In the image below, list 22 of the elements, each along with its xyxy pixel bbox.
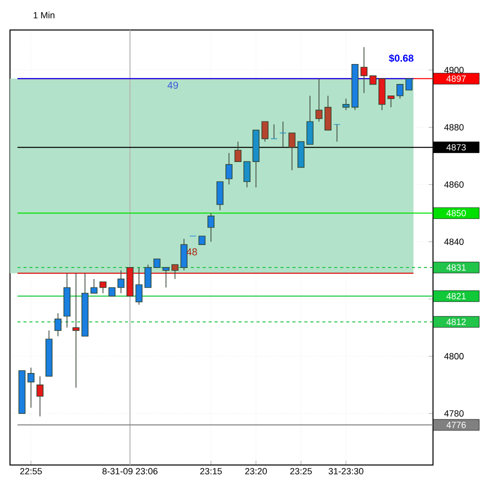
x-tick-label: 23:15	[200, 468, 222, 474]
x-tick-label: 22:55	[20, 468, 42, 474]
y-tick-label: 4860	[444, 181, 464, 188]
ref-line-label: 4776	[446, 422, 466, 428]
annotation: $0.68	[388, 54, 414, 62]
y-tick-label: 4800	[444, 353, 464, 360]
x-tick-label: 23:20	[245, 468, 267, 474]
ref-line-label: 4850	[446, 210, 466, 216]
x-tick-label: 31-23:30	[328, 468, 364, 474]
ref-line-label: 4873	[446, 144, 466, 150]
annotation: 49	[168, 82, 178, 89]
ref-line-label: 4821	[446, 292, 466, 300]
ref-line-label: 4831	[446, 264, 466, 271]
x-tick-label: 8-31-09 23:06	[102, 468, 158, 474]
y-tick-label: 4780	[444, 410, 464, 417]
x-tick-label: 23:25	[290, 468, 312, 474]
ref-line-label: 4897	[446, 75, 466, 82]
y-tick-label: 4900	[444, 66, 464, 74]
ref-line-label: 4812	[446, 318, 466, 326]
y-tick-label: 4880	[444, 124, 464, 130]
y-tick-label: 4840	[444, 238, 464, 245]
chart-title: 1 Min	[34, 12, 54, 18]
